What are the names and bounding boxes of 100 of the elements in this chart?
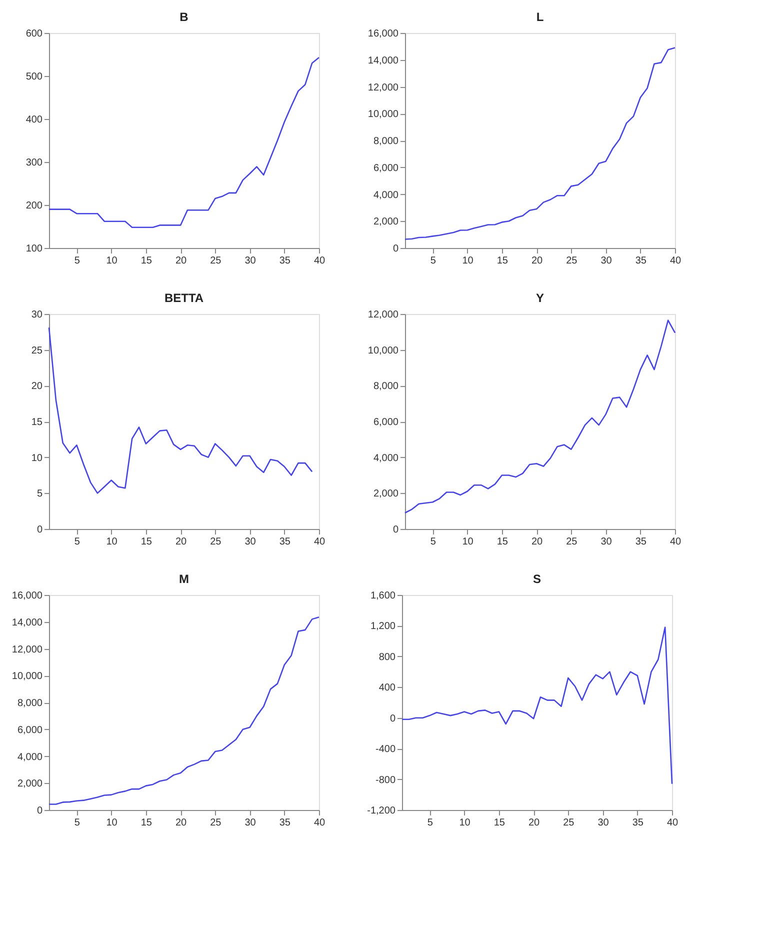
y-tick-label: 4,000 [373,452,399,464]
line-series [404,47,676,240]
y-tick-label: 12,000 [368,310,399,320]
y-tick-label: 0 [390,713,396,724]
y-tick-label: 400 [378,682,396,694]
x-tick-label: 40 [670,536,682,548]
y-tick-label: -400 [375,744,396,756]
x-tick-label: 40 [666,818,678,828]
y-tick-label: 8,000 [17,698,43,709]
line-series [404,320,676,514]
chart-title: Y [536,291,544,305]
x-tick-label: 10 [459,818,471,828]
x-tick-label: 35 [279,256,291,266]
x-tick-label: 35 [632,818,644,828]
line-series [48,326,313,494]
y-tick-label: 4,000 [17,752,43,763]
y-tick-label: 600 [26,28,43,40]
x-tick-label: 10 [106,818,118,828]
x-tick-label: 10 [462,536,474,548]
x-tick-label: 35 [635,536,647,548]
y-tick-label: 4,000 [373,190,399,201]
y-tick-label: 30 [31,310,43,320]
y-tick-label: 300 [26,158,43,168]
y-tick-label: 1,600 [370,590,396,602]
x-tick-label: 5 [430,536,436,548]
y-tick-label: 0 [36,524,43,536]
y-tick-label: 10,000 [368,109,399,120]
x-tick-label: 30 [244,256,256,266]
x-tick-label: 25 [210,256,222,266]
x-tick-label: 15 [140,256,152,266]
x-tick-label: 15 [140,536,152,548]
y-tick-label: 25 [31,345,43,356]
y-tick-label: 6,000 [373,162,399,174]
y-tick-label: 6,000 [17,724,43,736]
x-tick-label: 5 [74,818,80,828]
x-tick-label: 30 [598,818,610,828]
y-tick-label: 2,000 [17,778,43,790]
y-tick-label: -800 [375,774,396,786]
y-tick-label: 10 [31,452,43,464]
y-tick-label: 10,000 [368,345,399,356]
line-series [401,626,673,785]
x-tick-label: 10 [462,256,474,266]
x-tick-label: 10 [106,256,118,266]
x-tick-label: 25 [566,256,578,266]
x-tick-label: 25 [566,536,578,548]
x-tick-label: 35 [279,818,291,828]
x-tick-label: 30 [600,256,612,266]
y-tick-label: 6,000 [373,417,399,428]
x-tick-label: 15 [496,536,508,548]
y-tick-label: 15 [31,417,43,428]
y-tick-label: 16,000 [12,590,43,602]
x-tick-label: 5 [430,256,436,266]
chart-title: S [532,572,542,586]
y-tick-label: 500 [26,72,43,82]
y-tick-label: 5 [36,488,43,500]
x-tick-label: 25 [563,818,575,828]
y-tick-label: 16,000 [368,28,399,40]
x-tick-label: 20 [175,256,188,266]
line-series [48,616,320,805]
y-tick-label: 14,000 [12,617,43,628]
y-tick-label: 0 [392,524,399,536]
x-tick-label: 20 [528,818,540,828]
x-tick-label: 40 [670,256,682,266]
y-tick-label: 10,000 [12,671,43,682]
chart-title: BETTA [164,291,204,305]
x-tick-label: 30 [244,818,256,828]
x-tick-label: 5 [427,818,434,828]
x-tick-label: 10 [106,536,118,548]
y-tick-label: 2,000 [373,488,399,500]
y-tick-label: 20 [31,381,43,392]
y-tick-label: 400 [26,114,43,126]
x-tick-label: 40 [314,536,326,548]
chart-title: M [179,572,189,586]
x-tick-label: 5 [74,536,80,548]
y-tick-label: 0 [36,806,43,816]
y-tick-label: 12,000 [12,644,43,656]
x-tick-label: 20 [531,256,544,266]
y-tick-label: 100 [26,244,43,254]
y-tick-label: 14,000 [368,55,399,66]
x-tick-label: 35 [279,536,291,548]
y-tick-label: -1,200 [367,806,396,816]
x-tick-label: 20 [175,536,188,548]
x-tick-label: 15 [496,256,508,266]
x-tick-label: 25 [210,818,222,828]
x-tick-label: 20 [531,536,544,548]
x-tick-label: 30 [600,536,612,548]
x-tick-label: 15 [494,818,506,828]
y-tick-label: 1,200 [370,621,396,632]
x-tick-label: 30 [244,536,256,548]
y-tick-label: 2,000 [373,216,399,228]
x-tick-label: 40 [314,256,326,266]
chart-title: L [536,10,544,24]
x-tick-label: 35 [635,256,647,266]
y-tick-label: 8,000 [373,136,399,147]
y-tick-label: 0 [392,244,399,254]
y-tick-label: 8,000 [373,381,399,392]
line-series [48,56,320,228]
y-tick-label: 12,000 [368,82,399,94]
x-tick-label: 20 [175,818,188,828]
x-tick-label: 40 [314,818,326,828]
